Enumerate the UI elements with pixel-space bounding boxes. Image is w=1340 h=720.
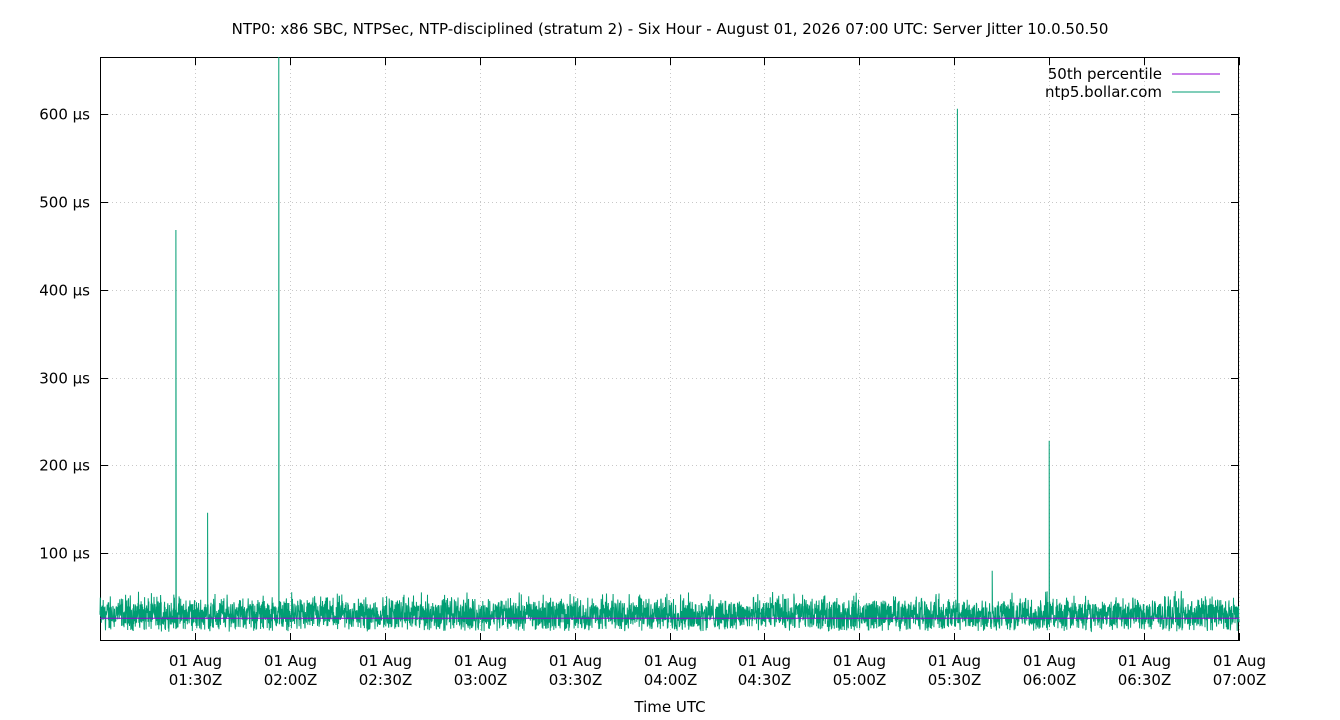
x-tick-label-time: 03:30Z [549, 671, 603, 689]
y-tick-label: 200 µs [39, 457, 90, 475]
x-tick-label-date: 01 Aug [833, 652, 886, 670]
x-tick-label-time: 04:30Z [738, 671, 792, 689]
x-tick-label-time: 06:00Z [1023, 671, 1077, 689]
chart-title: NTP0: x86 SBC, NTPSec, NTP-disciplined (… [232, 20, 1109, 38]
x-tick-label-time: 06:30Z [1118, 671, 1172, 689]
y-tick-label: 500 µs [39, 194, 90, 212]
x-tick-label-date: 01 Aug [1023, 652, 1076, 670]
x-tick-label-date: 01 Aug [169, 652, 222, 670]
x-tick-label-time: 07:00Z [1213, 671, 1267, 689]
x-tick-label-time: 01:30Z [169, 671, 223, 689]
x-tick-label-date: 01 Aug [359, 652, 412, 670]
y-axis: 100 µs 200 µs 300 µs 400 µs 500 µs 600 µs [39, 106, 1239, 563]
x-tick-label-time: 03:00Z [454, 671, 508, 689]
series-lines [99, 56, 1240, 633]
grid-lines [100, 57, 1240, 641]
x-tick-label-date: 01 Aug [454, 652, 507, 670]
x-tick-label-time: 05:30Z [928, 671, 982, 689]
x-tick-label-date: 01 Aug [644, 652, 697, 670]
x-tick-label-date: 01 Aug [549, 652, 602, 670]
x-tick-label-time: 02:00Z [264, 671, 318, 689]
x-tick-label-date: 01 Aug [264, 652, 317, 670]
y-tick-label: 600 µs [39, 106, 90, 124]
plot-area-frame [100, 57, 1239, 641]
y-tick-label: 100 µs [39, 545, 90, 563]
x-tick-label-time: 04:00Z [644, 671, 698, 689]
y-tick-label: 400 µs [39, 282, 90, 300]
x-tick-label-time: 02:30Z [359, 671, 413, 689]
x-tick-label-time: 05:00Z [833, 671, 887, 689]
x-axis-label: Time UTC [633, 698, 705, 716]
x-tick-label-date: 01 Aug [738, 652, 791, 670]
x-tick-label-date: 01 Aug [928, 652, 981, 670]
x-tick-label-date: 01 Aug [1118, 652, 1171, 670]
legend-label: 50th percentile [1048, 65, 1162, 83]
y-tick-label: 300 µs [39, 370, 90, 388]
legend-label: ntp5.bollar.com [1045, 83, 1162, 101]
series-line-ntp5 [99, 56, 1240, 633]
x-tick-label-date: 01 Aug [1213, 652, 1266, 670]
